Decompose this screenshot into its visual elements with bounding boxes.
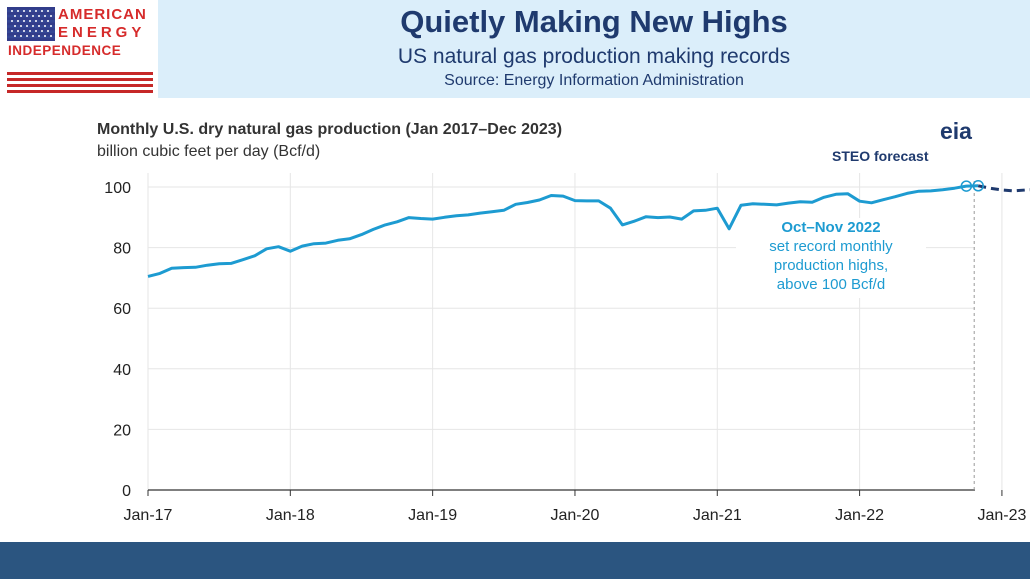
page-title: Quietly Making New Highs xyxy=(400,4,788,39)
x-tick-label: Jan-17 xyxy=(124,507,173,524)
annotation-line-2: production highs, xyxy=(773,257,889,274)
y-tick-label: 80 xyxy=(113,241,131,258)
us-flag-icon xyxy=(7,7,55,41)
logo-wordmark: AMERICAN ENERGY INDEPENDENCE xyxy=(8,6,156,60)
record-high-marker xyxy=(972,180,984,192)
eia-logo: eia xyxy=(940,118,972,144)
annotation-line-3: above 100 Bcf/d xyxy=(776,276,886,293)
y-axis-label: billion cubic feet per day (Bcf/d) xyxy=(97,143,321,160)
y-tick-label: 20 xyxy=(113,422,131,439)
chart-title: Monthly U.S. dry natural gas production … xyxy=(97,121,563,138)
y-tick-label: 100 xyxy=(104,180,131,197)
page-subtitle: US natural gas production making records xyxy=(397,45,791,68)
chart-axis xyxy=(147,489,1003,496)
logo-line-3: INDEPENDENCE xyxy=(8,43,122,58)
flag-stripes-icon xyxy=(7,72,153,93)
american-energy-independence-logo: AMERICAN ENERGY INDEPENDENCE xyxy=(0,0,158,98)
logo-line-2: ENERGY xyxy=(58,24,146,41)
x-tick-labels: Jan-17 Jan-18 Jan-19 Jan-20 Jan-21 Jan-22 Jan-… xyxy=(124,507,1027,524)
x-tick-label: Jan-21 xyxy=(693,507,742,524)
forecast-label: STEO forecast xyxy=(832,148,929,164)
source-note: Source: Energy Information Administratio… xyxy=(444,72,744,89)
y-tick-label: 60 xyxy=(113,301,131,318)
x-tick-label: Jan-18 xyxy=(266,507,315,524)
y-tick-labels: 0 20 40 60 80 100 xyxy=(104,180,131,500)
y-tick-label: 0 xyxy=(122,483,131,500)
record-high-marker xyxy=(960,180,973,192)
y-tick-label: 40 xyxy=(113,362,131,379)
series-line-actual xyxy=(147,184,979,278)
x-tick-label: Jan-19 xyxy=(408,507,457,524)
x-tick-label: Jan-22 xyxy=(835,507,884,524)
annotation-line-1: set record monthly xyxy=(769,238,893,255)
record-annotation: Oct–Nov 2022 set record monthly producti… xyxy=(736,218,926,298)
x-tick-label: Jan-23 xyxy=(977,507,1026,524)
footer-bar xyxy=(0,542,1030,579)
annotation-title: Oct–Nov 2022 xyxy=(781,219,881,236)
series-line-forecast xyxy=(977,184,1030,193)
header-banner: AMERICAN ENERGY INDEPENDENCE Quietly Mak… xyxy=(0,0,1030,98)
x-tick-label: Jan-20 xyxy=(550,507,599,524)
logo-line-1: AMERICAN xyxy=(58,6,147,23)
record-high-markers xyxy=(960,180,984,192)
